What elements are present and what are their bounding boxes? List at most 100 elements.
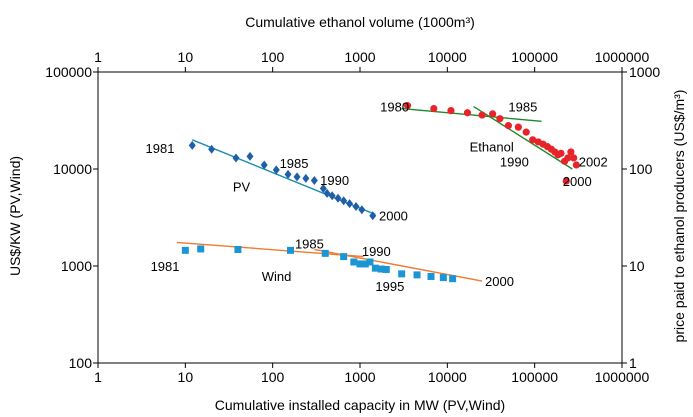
- y-axis-right-label: price paid to ethanol producers (US$/m³): [671, 90, 687, 343]
- y-right-tick-label: 100: [629, 161, 653, 177]
- x-top-tick-label: 1: [94, 49, 102, 65]
- pv-point: [293, 172, 301, 182]
- ethanol-point: [564, 154, 572, 162]
- wind-point: [340, 253, 348, 261]
- pv-point: [310, 176, 318, 186]
- pv-point: [208, 144, 216, 154]
- annotation-label: Wind: [262, 269, 292, 284]
- wind-point: [413, 271, 421, 279]
- wind-point: [427, 272, 435, 280]
- annotation-label: 1985: [508, 100, 537, 115]
- wind-point: [377, 265, 385, 273]
- y-left-tick-label: 100000: [45, 64, 92, 80]
- x-bottom-tick-label: 100000: [511, 369, 558, 385]
- wind-point: [197, 245, 205, 253]
- pv-point: [328, 191, 336, 201]
- ethanol-point: [557, 149, 565, 157]
- wind-point: [181, 246, 189, 254]
- x-top-tick-label: 100000: [511, 49, 558, 65]
- pv-point: [246, 151, 254, 161]
- x-bottom-tick-label: 1000000: [595, 369, 650, 385]
- ethanol-point: [430, 104, 438, 113]
- wind-point: [350, 258, 358, 266]
- y-left-tick-label: 1000: [61, 258, 92, 274]
- pv-point: [260, 160, 268, 170]
- data-points: [181, 102, 580, 283]
- axis-ticks: 1 1 10 10 100 100 1000 1000 10000 10000 100000 1000…: [45, 49, 660, 385]
- ethanol-trend-line: [401, 107, 542, 123]
- annotation-label: 1980: [380, 100, 409, 115]
- wind-point: [449, 275, 457, 283]
- annotation-label: PV: [233, 180, 251, 195]
- y-left-tick-label: 10000: [53, 161, 92, 177]
- ethanol-point: [514, 123, 522, 131]
- wind-point: [234, 245, 242, 253]
- wind-point: [361, 260, 369, 268]
- pv-point: [284, 169, 292, 179]
- pv-point: [334, 193, 342, 203]
- ethanol-point: [562, 177, 570, 185]
- annotation-label: Ethanol: [470, 140, 514, 155]
- annotation-label: 1995: [375, 279, 404, 294]
- ethanol-point: [570, 154, 578, 162]
- wind-point: [398, 270, 406, 278]
- plot-frame: [97, 71, 623, 364]
- x-top-tick-label: 1000: [344, 49, 375, 65]
- pv-point: [319, 183, 327, 193]
- x-top-tick-label: 1000000: [595, 49, 650, 65]
- x-bottom-tick-label: 10000: [428, 369, 467, 385]
- ethanol-point: [567, 148, 575, 156]
- x-bottom-tick-label: 100: [261, 369, 285, 385]
- annotation-label: 2002: [579, 154, 608, 169]
- y-right-tick-label: 10: [629, 258, 645, 274]
- ethanol-point: [463, 109, 472, 117]
- y-right-tick-label: 1: [629, 355, 637, 371]
- annotation-label: 1990: [500, 154, 529, 169]
- pv-point: [369, 211, 377, 221]
- pv-point: [340, 196, 348, 206]
- annotation-label: 1990: [320, 173, 349, 188]
- x-top-tick-label: 100: [261, 49, 285, 65]
- pv-point: [302, 173, 310, 183]
- x-top-tick-label: 10000: [428, 49, 467, 65]
- ethanol-point: [504, 122, 512, 130]
- annotation-label: 2000: [563, 174, 592, 189]
- annotation-label: 1981: [146, 141, 175, 156]
- annotation-label: 2000: [485, 274, 514, 289]
- ethanol-point: [447, 107, 455, 115]
- pv-point: [232, 153, 240, 163]
- y-right-tick-label: 1000: [629, 64, 660, 80]
- ethanol-point: [496, 115, 504, 123]
- ethanol-point: [529, 136, 537, 144]
- ethanol-point: [572, 161, 580, 169]
- annotation-label: 2000: [379, 209, 408, 224]
- plot-border: [97, 71, 623, 364]
- pv-point: [358, 205, 366, 215]
- pv-point: [352, 202, 360, 212]
- wind-point: [439, 274, 447, 282]
- y-axis-left-label: US$/KW (PV,Wind): [7, 156, 23, 276]
- x-bottom-tick-label: 10: [178, 369, 194, 385]
- ethanol-point: [489, 110, 497, 118]
- ethanol-point: [522, 128, 530, 136]
- wind-point: [356, 260, 364, 268]
- x-top-tick-label: 10: [178, 49, 194, 65]
- x-bottom-tick-label: 1000: [344, 369, 375, 385]
- annotation-label: 1985: [280, 156, 309, 171]
- ethanol-point: [403, 102, 412, 110]
- x-axis-bottom-label: Cumulative installed capacity in MW (PV,…: [215, 397, 505, 413]
- pv-point: [188, 140, 196, 150]
- ethanol-point: [478, 111, 486, 119]
- pv-point: [346, 199, 354, 209]
- x-bottom-tick-label: 1: [94, 369, 102, 385]
- annotation-label: 1981: [151, 259, 180, 274]
- wind-point: [371, 264, 379, 272]
- x-axis-top-label: Cumulative ethanol volume (1000m³): [245, 14, 475, 30]
- wind-point: [366, 258, 374, 266]
- ethanol-trend-line: [473, 105, 573, 170]
- annotation-label: 1985: [295, 237, 324, 252]
- wind-point: [382, 266, 390, 274]
- wind-trend-line: [176, 241, 364, 258]
